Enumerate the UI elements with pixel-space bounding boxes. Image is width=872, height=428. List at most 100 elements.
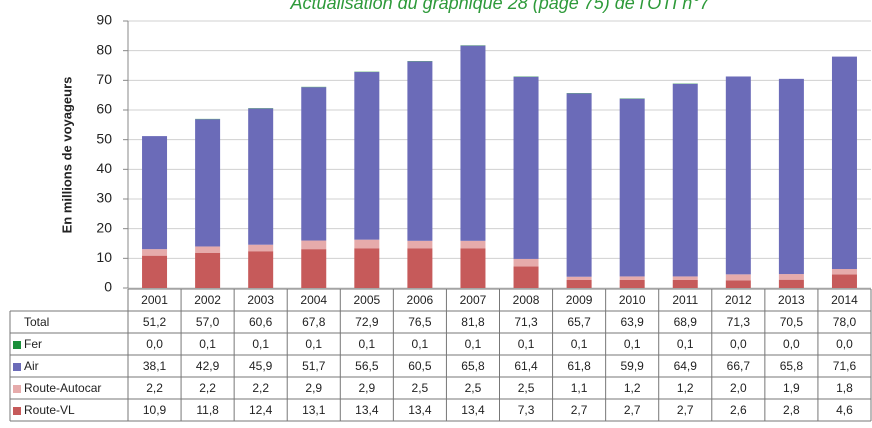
bar-segment	[725, 280, 751, 288]
legend-label: Fer	[24, 337, 42, 351]
table-cell: 2,6	[730, 403, 747, 417]
table-cell: 71,3	[727, 315, 751, 329]
y-tick-label: 90	[96, 12, 112, 28]
x-tick-label: 2008	[513, 293, 540, 307]
table-cell: 0,1	[677, 337, 694, 351]
bar-segment	[725, 76, 751, 275]
table-cell: 51,2	[143, 315, 167, 329]
bar-segment	[566, 276, 592, 280]
table-cell: 0,0	[783, 337, 800, 351]
bar-segment	[778, 279, 804, 288]
table-cell: 1,1	[571, 381, 588, 395]
table-cell: 63,9	[620, 315, 644, 329]
table-cell: 56,5	[355, 359, 379, 373]
bar-segment	[407, 248, 433, 288]
bar-segment	[778, 274, 804, 280]
y-tick-label: 80	[96, 41, 112, 57]
table-cell: 67,8	[302, 315, 326, 329]
bar-segment	[195, 246, 221, 253]
x-tick-label: 2005	[353, 293, 380, 307]
table-cell: 2,7	[571, 403, 588, 417]
table-cell: 2,2	[252, 381, 269, 395]
table-cell: 0,0	[146, 337, 163, 351]
bar-segment	[142, 249, 168, 256]
table-cell: 57,0	[196, 315, 220, 329]
table-cell: 72,9	[355, 315, 379, 329]
y-axis-label: En millions de voyageurs	[59, 77, 74, 234]
x-tick-label: 2002	[194, 293, 221, 307]
table-cell: 78,0	[833, 315, 857, 329]
table-cell: 81,8	[461, 315, 485, 329]
x-tick-label: 2009	[566, 293, 593, 307]
bar-segment	[672, 276, 698, 280]
bar-segment	[142, 255, 168, 288]
bar-segment	[195, 252, 221, 288]
table-cell: 0,1	[199, 337, 216, 351]
bar-segment	[195, 119, 221, 247]
bar-segment	[460, 248, 486, 288]
table-cell: 0,0	[730, 337, 747, 351]
table-cell: 60,6	[249, 315, 273, 329]
bar-segment	[778, 78, 804, 275]
x-tick-label: 2003	[247, 293, 274, 307]
table-cell: 4,6	[836, 403, 853, 417]
y-tick-label: 60	[96, 101, 112, 117]
y-tick-label: 0	[104, 279, 112, 295]
x-tick-label: 2013	[778, 293, 805, 307]
bar-segment	[248, 108, 274, 245]
table-cell: 61,4	[514, 359, 538, 373]
bar-segment	[513, 266, 539, 288]
x-tick-label: 2004	[300, 293, 327, 307]
bar-segment	[619, 276, 645, 280]
table-cell: 2,5	[412, 381, 429, 395]
table-cell: 66,7	[727, 359, 751, 373]
legend-swatch	[13, 363, 21, 371]
table-cell: 2,2	[199, 381, 216, 395]
table-cell: 2,5	[465, 381, 482, 395]
table-cell: 2,0	[730, 381, 747, 395]
bar-segment	[142, 136, 168, 250]
bar-segment	[460, 45, 486, 241]
bar-segment	[513, 258, 539, 267]
table-cell: 13,4	[408, 403, 432, 417]
table-cell: 2,9	[358, 381, 375, 395]
table-cell: 2,5	[518, 381, 535, 395]
table-cell: 0,1	[518, 337, 535, 351]
x-tick-label: 2007	[460, 293, 487, 307]
table-cell: 0,1	[571, 337, 588, 351]
bar-segment	[460, 240, 486, 249]
table-cell: 42,9	[196, 359, 220, 373]
bar-segment	[354, 248, 380, 288]
x-tick-label: 2014	[831, 293, 858, 307]
x-tick-label: 2006	[407, 293, 434, 307]
bar-segment	[619, 98, 645, 277]
bar-segment	[301, 87, 327, 241]
table-cell: 60,5	[408, 359, 432, 373]
y-tick-label: 40	[96, 160, 112, 176]
table-cell: 1,2	[624, 381, 641, 395]
x-tick-label: 2010	[619, 293, 646, 307]
table-cell: 45,9	[249, 359, 273, 373]
bar-segment	[619, 279, 645, 288]
table-cell: 64,9	[674, 359, 698, 373]
legend-swatch	[13, 385, 21, 393]
y-tick-label: 20	[96, 219, 112, 235]
table-cell: 68,9	[674, 315, 698, 329]
bar-segment	[354, 239, 380, 249]
bar-segment	[566, 279, 592, 288]
y-tick-label: 10	[96, 249, 112, 265]
bar-segment	[407, 240, 433, 249]
table-cell: 13,4	[461, 403, 485, 417]
table-cell: 2,7	[677, 403, 694, 417]
bar-segment	[354, 72, 380, 240]
legend-label: Route-VL	[24, 403, 75, 417]
table-cell: 12,4	[249, 403, 273, 417]
table-cell: 13,4	[355, 403, 379, 417]
table-cell: 59,9	[620, 359, 644, 373]
y-tick-label: 50	[96, 130, 112, 146]
bar-segment	[566, 93, 592, 277]
table-cell: 11,8	[196, 403, 219, 417]
bar-segment	[301, 249, 327, 288]
bar-segment	[831, 56, 857, 270]
